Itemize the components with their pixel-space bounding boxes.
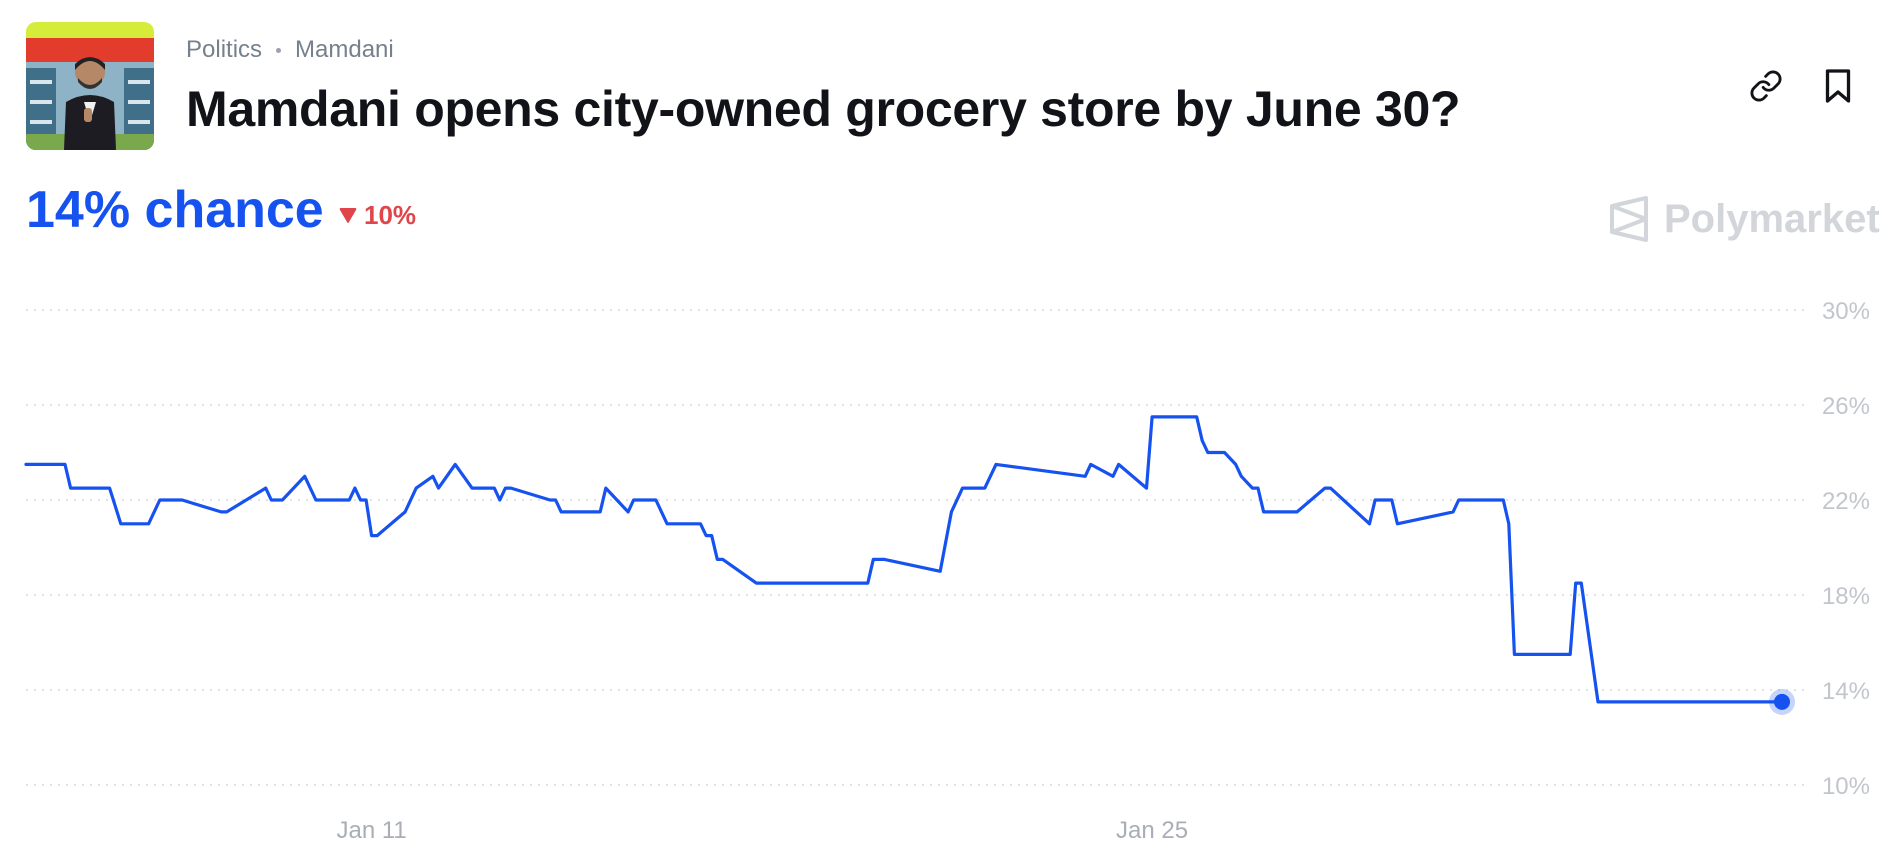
polymarket-watermark: Polymarket (1608, 196, 1880, 242)
series-line (24, 415, 1784, 704)
chance-value: 14% chance (26, 181, 324, 239)
x-tick-label: Jan 11 (336, 817, 406, 844)
copy-link-button[interactable] (1746, 66, 1786, 106)
breadcrumb-separator (276, 47, 282, 53)
triangle-down-icon (339, 207, 357, 223)
breadcrumb-mamdani[interactable]: Mamdani (295, 36, 394, 63)
link-icon (1750, 70, 1782, 102)
x-tick-label: Jan 25 (1116, 817, 1188, 844)
market-image (26, 22, 154, 150)
brand-name: Polymarket (1664, 196, 1880, 241)
breadcrumb-politics[interactable]: Politics (186, 36, 263, 63)
market-thumbnail (26, 22, 154, 150)
current-point[interactable] (1774, 693, 1790, 710)
market-title: Mamdani opens city-owned grocery store b… (186, 81, 1461, 137)
bookmark-button[interactable] (1818, 66, 1858, 106)
y-tick-label: 22% (1822, 488, 1870, 515)
change-value: 10% (364, 200, 417, 230)
breadcrumb: Politics Mamdani (186, 36, 394, 64)
polymarket-logo-icon (1610, 196, 1648, 242)
y-tick-label: 18% (1822, 583, 1870, 610)
change-indicator: 10% (338, 200, 416, 231)
bookmark-icon (1825, 69, 1851, 103)
y-tick-label: 14% (1822, 678, 1870, 705)
y-tick-label: 26% (1822, 393, 1870, 420)
y-tick-label: 10% (1822, 773, 1870, 800)
y-tick-label: 30% (1822, 298, 1870, 325)
